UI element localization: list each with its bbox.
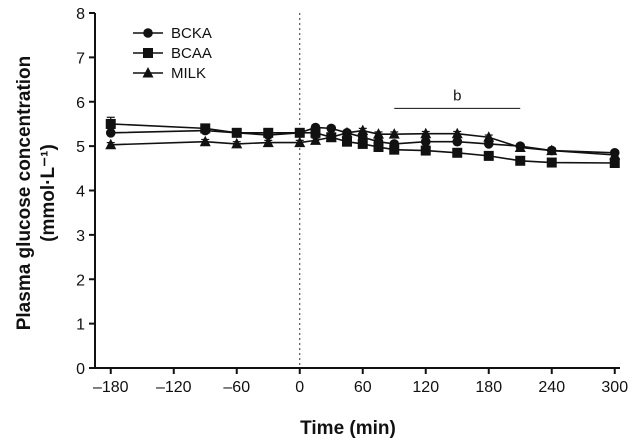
- data-point-milk: [325, 131, 337, 142]
- data-point-bcaa: [373, 142, 384, 153]
- data-point-bcka: [420, 136, 431, 147]
- x-tick-label: –120: [156, 379, 192, 396]
- data-point-milk: [388, 128, 400, 139]
- data-point-bcaa: [357, 138, 368, 149]
- data-point-milk: [262, 136, 274, 148]
- legend-label-bcka: BCKA: [171, 25, 212, 42]
- x-tick-label: –60: [223, 379, 250, 396]
- data-point-bcaa: [389, 144, 400, 155]
- data-point-bcaa: [231, 127, 242, 138]
- data-point-milk: [609, 149, 621, 160]
- data-point-milk: [514, 141, 526, 152]
- data-point-bcaa: [420, 145, 431, 156]
- data-point-bcaa: [310, 127, 321, 138]
- x-tick-label: 300: [601, 379, 628, 396]
- y-tick-label: 6: [76, 95, 85, 112]
- legend-marker-bcaa: [143, 48, 153, 58]
- x-axis-title: Time (min): [300, 418, 396, 439]
- x-tick-label: –180: [93, 379, 129, 396]
- data-point-milk: [357, 124, 369, 136]
- series-group: [105, 116, 621, 168]
- legend-label-bcaa: BCAA: [171, 45, 212, 62]
- y-tick-label: 2: [76, 272, 85, 289]
- x-tick-label: 60: [354, 379, 372, 396]
- data-point-bcaa: [452, 147, 463, 158]
- data-point-bcaa: [200, 123, 211, 134]
- data-point-bcaa: [515, 155, 526, 166]
- data-point-milk: [105, 138, 117, 150]
- data-point-milk: [310, 134, 321, 145]
- significance-label: b: [453, 87, 461, 104]
- data-point-milk: [231, 137, 243, 149]
- data-point-milk: [373, 128, 384, 139]
- legend: BCKA BCAA MILK: [133, 25, 212, 82]
- y-tick-label: 5: [76, 139, 85, 156]
- series-milk: [105, 124, 621, 160]
- data-point-milk: [199, 135, 211, 147]
- y-tick-label: 8: [76, 6, 85, 23]
- data-point-bcka: [105, 128, 116, 138]
- y-tick-label: 3: [76, 228, 85, 245]
- data-point-milk: [483, 131, 495, 142]
- y-tick-label: 7: [76, 50, 85, 67]
- y-axis-title-line1: Plasma glucose concentration: [14, 56, 35, 331]
- data-point-milk: [420, 127, 432, 139]
- y-tick-label: 0: [76, 361, 85, 378]
- x-tick-label: 120: [412, 379, 439, 396]
- data-point-bcka: [326, 123, 337, 134]
- data-point-bcaa: [609, 157, 620, 168]
- series-bcaa: [105, 116, 620, 168]
- data-point-milk: [451, 127, 463, 139]
- data-point-bcaa: [546, 157, 557, 168]
- data-point-bcaa: [483, 150, 494, 161]
- data-point-milk: [546, 144, 558, 156]
- data-point-bcaa: [342, 136, 352, 147]
- legend-marker-milk: [142, 67, 154, 78]
- y-tick-label: 1: [76, 317, 85, 334]
- data-point-bcka: [452, 136, 463, 147]
- data-point-milk: [341, 126, 353, 138]
- data-point-bcaa: [105, 118, 116, 129]
- x-tick-label: 180: [475, 379, 502, 396]
- x-tick-label: 0: [295, 379, 304, 396]
- y-axis-title-line2: (mmol·L⁻¹): [38, 144, 59, 242]
- y-tick-label: 4: [76, 184, 85, 201]
- legend-label-milk: MILK: [171, 65, 206, 82]
- data-point-bcaa: [294, 127, 305, 138]
- data-point-milk: [294, 136, 306, 148]
- data-point-bcaa: [263, 127, 274, 138]
- legend-marker-bcka: [143, 28, 153, 38]
- x-tick-label: 240: [538, 379, 565, 396]
- axes: 0 1 2 3 4 5 6 7 8 –180 –120 –60 0 60 120 180 240 300: [76, 6, 628, 396]
- annotations: b: [394, 87, 521, 109]
